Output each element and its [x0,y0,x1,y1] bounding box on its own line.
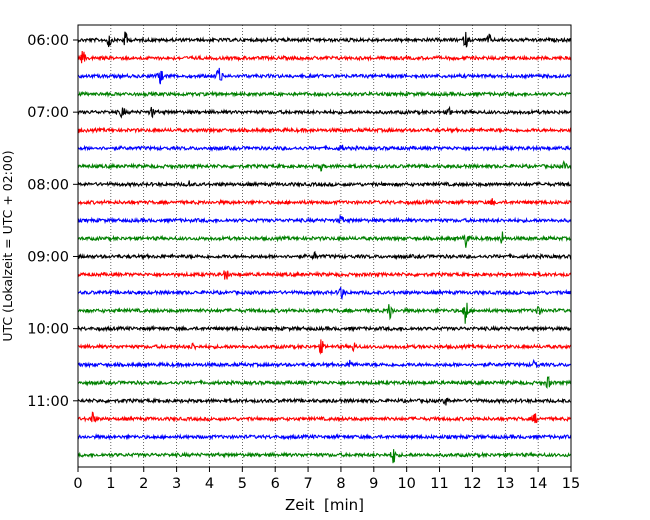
x-tick-label-5: 5 [238,476,247,492]
trace-0830 [77,214,572,225]
trace-1000 [77,324,572,333]
x-tick-label-2: 2 [139,476,148,492]
x-tick-label-4: 4 [205,476,214,492]
x-tick-label-1: 1 [106,476,115,492]
trace-layer [77,31,572,464]
trace-0845 [77,231,572,248]
trace-0815 [77,198,572,207]
trace-1115 [77,411,572,424]
trace-1130 [77,432,572,441]
trace-1045 [77,375,572,390]
y-tick-label-0800: 08:00 [27,177,69,193]
plot-frame [77,24,572,468]
y-tick-label-1000: 10:00 [27,322,69,338]
x-axis-ticks: 0 1 2 3 4 5 6 7 8 9 10 11 12 13 14 15 [73,467,580,492]
y-tick-label-1100: 11:00 [27,394,69,410]
trace-0645 [77,90,572,98]
x-tick-label-3: 3 [172,476,181,492]
trace-0715 [77,126,572,135]
y-axis-ticks: 06:00 07:00 08:00 09:00 10:00 11:00 [27,33,78,410]
trace-0615 [77,50,572,64]
y-tick-label-0700: 07:00 [27,105,69,121]
trace-0915 [77,270,572,280]
trace-0930 [77,287,572,301]
trace-1100 [77,397,572,406]
x-tick-label-14: 14 [529,476,547,492]
trace-0900 [77,250,572,261]
trace-0600 [77,31,572,48]
x-tick-label-15: 15 [562,476,580,492]
x-tick-label-6: 6 [271,476,280,492]
y-tick-label-0900: 09:00 [27,249,69,265]
x-tick-label-8: 8 [336,476,345,492]
trace-0800 [77,180,572,189]
trace-0745 [77,160,572,172]
y-axis-label: UTC (Lokalzeit = UTC + 02:00) [0,150,15,341]
y-tick-label-0600: 06:00 [27,33,69,49]
x-tick-label-7: 7 [303,476,312,492]
trace-0630 [77,67,572,85]
x-tick-label-9: 9 [369,476,378,492]
trace-0700 [77,105,572,119]
x-tick-label-13: 13 [496,476,514,492]
trace-1015 [77,339,572,355]
x-tick-label-12: 12 [463,476,481,492]
x-tick-label-0: 0 [73,476,82,492]
x-tick-label-10: 10 [397,476,415,492]
x-tick-label-11: 11 [430,476,448,492]
trace-1145 [77,449,572,464]
trace-1030 [77,358,572,369]
trace-0945 [77,302,572,324]
trace-0730 [77,144,572,152]
x-axis-label: Zeit [min] [285,496,364,514]
